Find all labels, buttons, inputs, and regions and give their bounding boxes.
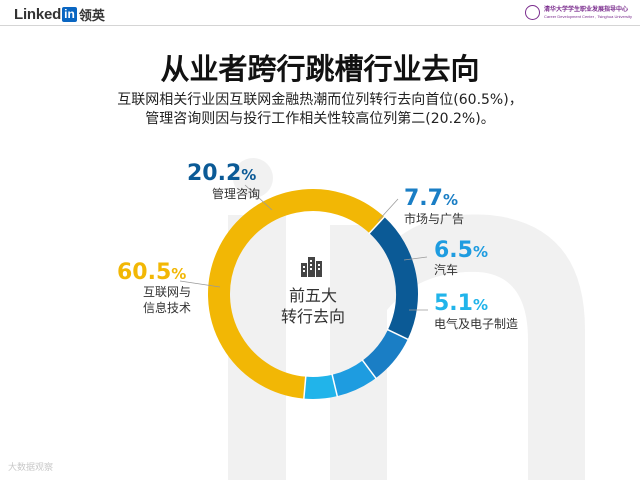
leader-line [244,184,273,211]
data-label-value: 5.1% [434,291,488,316]
partner-text: 清华大学学生职业发展指导中心 Career Development Center… [544,6,632,20]
logo-text: Linked [14,5,62,23]
data-label-value: 60.5% [117,260,186,285]
data-label-category: 电气及电子制造 [434,316,518,331]
building-window [303,270,305,272]
slice-separator [361,359,378,380]
page-title: 从业者跨行跳槽行业去向 [160,52,480,86]
subtitle-line-1: 互联网相关行业因互联网金融热潮而位列转行去向首位(60.5%)， [117,92,523,108]
building-window [303,266,305,268]
donut-slice [331,360,376,397]
donut-slice [303,374,338,399]
center-label: 前五大 [289,286,337,305]
donut-slice [362,329,408,379]
slice-separator [368,215,386,235]
header-divider [0,25,640,26]
building-window [310,264,312,266]
slice-separator [303,375,307,400]
data-label-category: 市场与广告 [404,211,464,226]
leader-line [179,280,221,288]
donut-slice [208,189,385,399]
logo-in-badge: in [62,6,77,22]
logo-chinese: 领英 [78,8,105,24]
building-window [318,268,320,270]
center-label: 转行去向 [281,307,345,326]
subtitle: 互联网相关行业因互联网金融热潮而位列转行去向首位(60.5%)， 管理咨询则因与… [0,91,640,129]
partner-name-en: Career Development Center , Tsinghua Uni… [544,13,632,19]
data-label-category: 信息技术 [143,300,191,315]
buildings-icon [301,257,322,277]
watermark-n-shape [330,214,585,480]
leader-line [403,256,428,261]
data-label-category: 汽车 [434,262,458,277]
building-shape [308,257,315,277]
watermark-dot [233,158,273,198]
data-label-unit: % [473,243,488,261]
data-label-category: 管理咨询 [212,186,260,201]
data-label-unit: % [171,265,186,283]
donut-slice [369,216,418,340]
building-window [310,268,312,270]
subtitle-line-2: 管理咨询则因与投行工作相关性较高位列第二(20.2%)。 [145,111,495,127]
source-credit: 大数据观察 [8,463,54,473]
data-label-value: 20.2% [187,161,256,186]
slice-separator [386,328,409,341]
data-label-unit: % [241,166,256,184]
university-seal-icon [525,5,541,20]
data-label-unit: % [473,296,488,314]
data-label-unit: % [443,191,458,209]
partner-name: 清华大学学生职业发展指导中心 [544,5,629,13]
data-label-category: 互联网与 [143,285,191,299]
data-label-value: 7.7% [404,186,458,211]
linkedin-logo: Linked in 领英 [14,5,105,24]
slice-separator [331,373,339,398]
building-window [318,264,320,266]
data-label-value: 6.5% [434,238,488,263]
partner-logo: 清华大学学生职业发展指导中心 Career Development Center… [525,5,632,20]
building-window [310,260,312,262]
leader-line [377,198,399,222]
